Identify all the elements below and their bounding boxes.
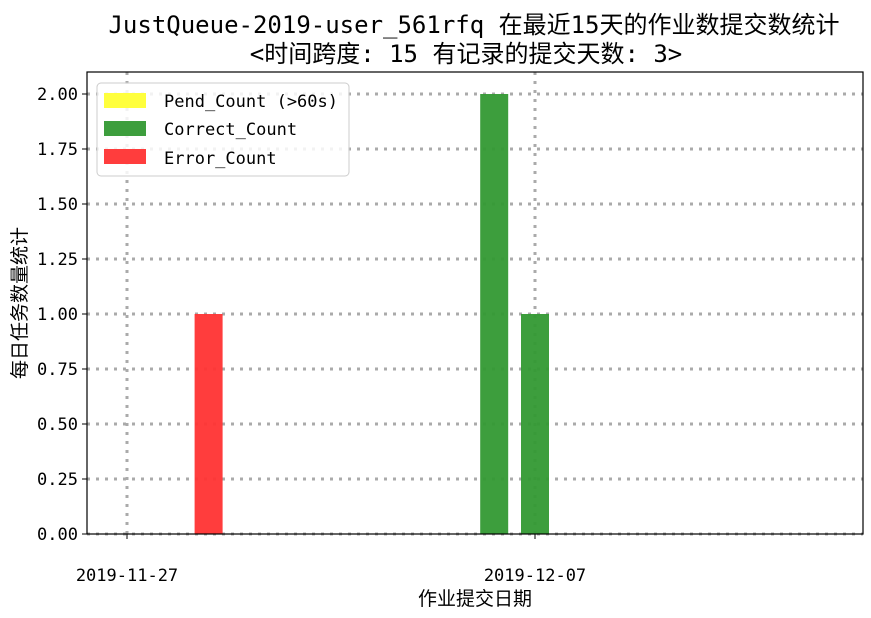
y-axis-label: 每日任务数量统计 bbox=[9, 227, 31, 379]
y-tick-label: 0.25 bbox=[37, 470, 78, 490]
chart-title: JustQueue-2019-user_561rfq 在最近15天的作业数提交数… bbox=[108, 11, 839, 39]
x-axis: 2019-11-27 2019-12-07 bbox=[76, 534, 586, 586]
legend-box bbox=[96, 82, 350, 177]
correct-bar bbox=[521, 314, 549, 534]
legend-label-pend: Pend_Count (>60s) bbox=[164, 92, 338, 112]
correct-bar bbox=[480, 94, 509, 534]
y-tick-label: 0.00 bbox=[37, 525, 78, 545]
y-tick-label: 1.75 bbox=[37, 140, 78, 160]
legend-label-error: Error_Count bbox=[164, 149, 277, 169]
y-tick-label: 1.00 bbox=[37, 305, 78, 325]
x-axis-label: 作业提交日期 bbox=[418, 588, 532, 610]
legend: Pend_Count (>60s) Correct_Count Error_Co… bbox=[96, 82, 350, 177]
legend-swatch-correct bbox=[104, 121, 146, 136]
y-tick-label: 0.50 bbox=[37, 415, 78, 435]
x-tick-label: 2019-12-07 bbox=[484, 566, 586, 586]
x-tick-label: 2019-11-27 bbox=[76, 566, 178, 586]
bars bbox=[194, 94, 549, 534]
legend-label-correct: Correct_Count bbox=[164, 120, 297, 140]
legend-swatch-error bbox=[104, 149, 146, 164]
chart-subtitle: <时间跨度: 15 有记录的提交天数: 3> bbox=[250, 40, 683, 68]
y-axis: 0.00 0.25 0.50 0.75 1.00 1.25 1.50 1.75 2.00 bbox=[37, 85, 87, 545]
error-bar bbox=[194, 314, 223, 534]
y-tick-label: 0.75 bbox=[37, 360, 78, 380]
y-tick-label: 1.25 bbox=[37, 250, 78, 270]
legend-swatch-pend bbox=[104, 93, 146, 108]
y-tick-label: 2.00 bbox=[37, 85, 78, 105]
y-tick-label: 1.50 bbox=[37, 195, 78, 215]
plot-frame bbox=[86, 71, 864, 535]
